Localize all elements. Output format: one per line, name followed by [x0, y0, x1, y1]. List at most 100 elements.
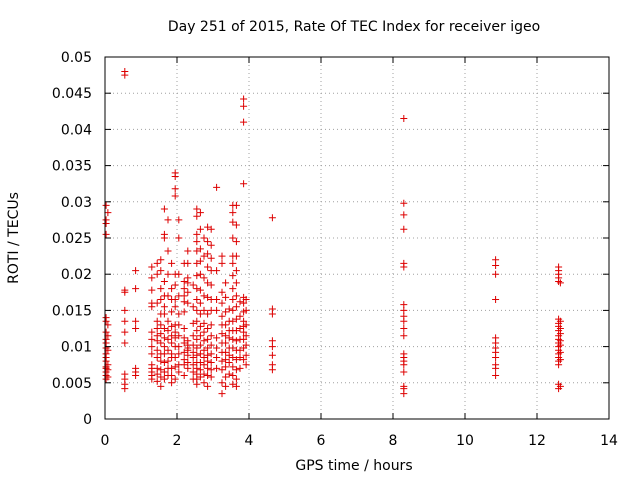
- data-point: [200, 328, 208, 336]
- data-point: [200, 292, 208, 300]
- data-point: [160, 359, 168, 367]
- data-point: [229, 234, 237, 242]
- data-point: [492, 353, 500, 361]
- data-points: [102, 67, 564, 398]
- data-point: [207, 281, 215, 289]
- data-point: [175, 216, 183, 224]
- data-point: [157, 267, 165, 275]
- data-point: [157, 285, 165, 293]
- data-point: [168, 379, 176, 387]
- y-tick-label: 0.01: [61, 340, 92, 356]
- data-point: [168, 322, 176, 330]
- data-point: [268, 343, 276, 351]
- data-point: [222, 308, 230, 316]
- data-point: [218, 288, 226, 296]
- data-point: [160, 310, 168, 318]
- data-point: [242, 351, 250, 359]
- data-point: [200, 319, 208, 327]
- data-point: [200, 234, 208, 242]
- data-point: [229, 372, 237, 380]
- data-point: [232, 252, 240, 260]
- data-point: [184, 299, 192, 307]
- data-point: [193, 247, 201, 255]
- data-point: [222, 339, 230, 347]
- data-point: [193, 351, 201, 359]
- data-point: [148, 350, 156, 358]
- data-point: [180, 285, 188, 293]
- data-point: [153, 346, 161, 354]
- data-point: [200, 274, 208, 282]
- data-point: [225, 334, 233, 342]
- data-point: [492, 372, 500, 380]
- data-point: [160, 350, 168, 358]
- data-point: [555, 277, 563, 285]
- data-point: [164, 292, 172, 300]
- data-point: [556, 382, 564, 390]
- data-point: [204, 382, 212, 390]
- data-point: [207, 241, 215, 249]
- data-point: [207, 350, 215, 358]
- data-point: [148, 375, 156, 383]
- data-point: [148, 286, 156, 294]
- data-point: [168, 308, 176, 316]
- data-point: [236, 298, 244, 306]
- data-point: [225, 370, 233, 378]
- data-point: [164, 247, 172, 255]
- data-point: [242, 361, 250, 369]
- data-point: [400, 390, 408, 398]
- data-point: [200, 252, 208, 260]
- data-point: [180, 372, 188, 380]
- y-tick-labels: 0 0.005 0.01 0.015 0.02 0.025 0.03 0.035 0.04 0.0…: [52, 50, 92, 428]
- data-point: [121, 288, 129, 296]
- data-point: [207, 341, 215, 349]
- data-point: [232, 292, 240, 300]
- data-point: [164, 346, 172, 354]
- data-point: [153, 259, 161, 267]
- x-axis-label: GPS time / hours: [295, 458, 412, 474]
- data-point: [204, 344, 212, 352]
- data-point: [189, 303, 197, 311]
- data-point: [180, 298, 188, 306]
- data-point: [189, 341, 197, 349]
- y-tick-label: 0.03: [61, 195, 92, 211]
- data-point: [240, 328, 248, 336]
- data-point: [171, 353, 179, 361]
- data-point: [121, 328, 129, 336]
- data-point: [400, 325, 408, 332]
- data-point: [232, 337, 240, 345]
- data-point: [193, 296, 201, 304]
- data-point: [204, 263, 212, 271]
- data-point: [556, 330, 564, 338]
- data-point: [207, 321, 215, 329]
- data-point: [242, 306, 250, 314]
- data-point: [556, 356, 564, 364]
- data-point: [400, 332, 408, 340]
- data-point: [164, 216, 172, 224]
- data-point: [204, 372, 212, 380]
- data-point: [160, 375, 168, 383]
- y-axis-label: ROTI / TECUs: [6, 192, 22, 284]
- data-point: [171, 185, 179, 193]
- data-point: [213, 183, 221, 191]
- data-point: [160, 368, 168, 376]
- data-point: [121, 385, 129, 393]
- data-point: [236, 325, 244, 332]
- data-point: [193, 212, 201, 220]
- data-point: [132, 372, 140, 380]
- data-point: [268, 310, 276, 318]
- data-point: [218, 299, 226, 307]
- data-point: [232, 238, 240, 246]
- data-point: [157, 366, 165, 374]
- data-point: [153, 317, 161, 325]
- data-point: [204, 250, 212, 258]
- data-point: [164, 335, 172, 343]
- data-point: [400, 211, 408, 219]
- data-point: [132, 317, 140, 325]
- data-point: [189, 332, 197, 340]
- data-point: [189, 361, 197, 369]
- data-point: [184, 351, 192, 359]
- data-point: [229, 363, 237, 371]
- data-point: [175, 234, 183, 242]
- data-point: [225, 359, 233, 367]
- data-point: [148, 328, 156, 336]
